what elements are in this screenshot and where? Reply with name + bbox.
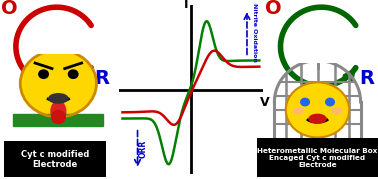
- Circle shape: [20, 50, 96, 117]
- Circle shape: [68, 70, 78, 78]
- Ellipse shape: [49, 94, 68, 103]
- Circle shape: [326, 98, 334, 106]
- Circle shape: [286, 82, 349, 137]
- Bar: [13, 114, 103, 126]
- Text: ORR: ORR: [138, 140, 147, 158]
- Text: V: V: [260, 96, 270, 109]
- Text: O: O: [1, 0, 17, 18]
- Ellipse shape: [293, 108, 303, 114]
- Text: R: R: [359, 69, 374, 88]
- Ellipse shape: [51, 101, 66, 122]
- Bar: [274, 139, 361, 151]
- Text: Heterometallic Molecular Box
Encaged Cyt c modified
Electrode: Heterometallic Molecular Box Encaged Cyt…: [257, 147, 378, 168]
- Circle shape: [301, 98, 309, 106]
- Ellipse shape: [309, 114, 326, 123]
- Text: R: R: [94, 69, 110, 88]
- Text: Nitrite Oxidation: Nitrite Oxidation: [252, 3, 257, 62]
- Text: O: O: [265, 0, 282, 18]
- Ellipse shape: [51, 110, 65, 124]
- Text: Cyt c modified
Electrode: Cyt c modified Electrode: [21, 150, 89, 169]
- Ellipse shape: [332, 108, 342, 114]
- Circle shape: [39, 70, 48, 78]
- Text: I: I: [184, 0, 188, 11]
